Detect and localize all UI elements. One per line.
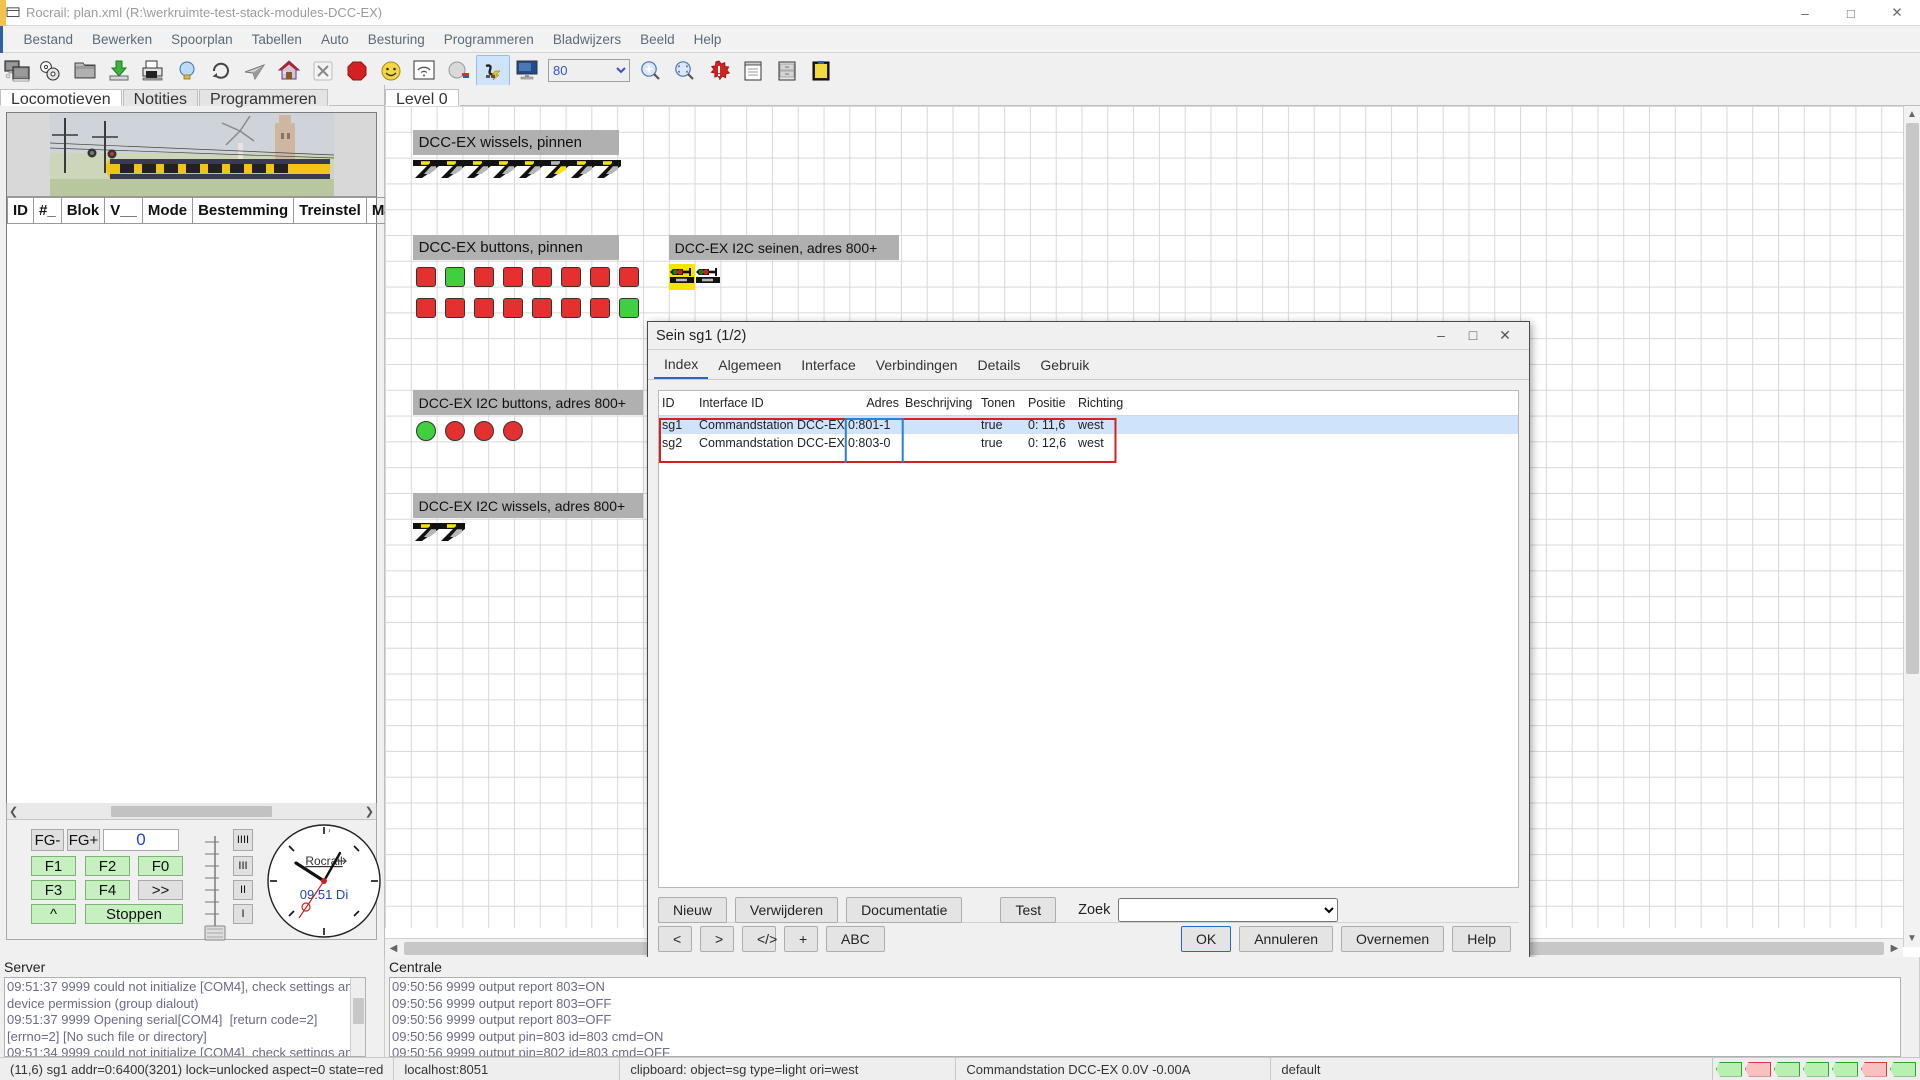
svg-text:09:51 Di: 09:51 Di <box>300 887 349 902</box>
